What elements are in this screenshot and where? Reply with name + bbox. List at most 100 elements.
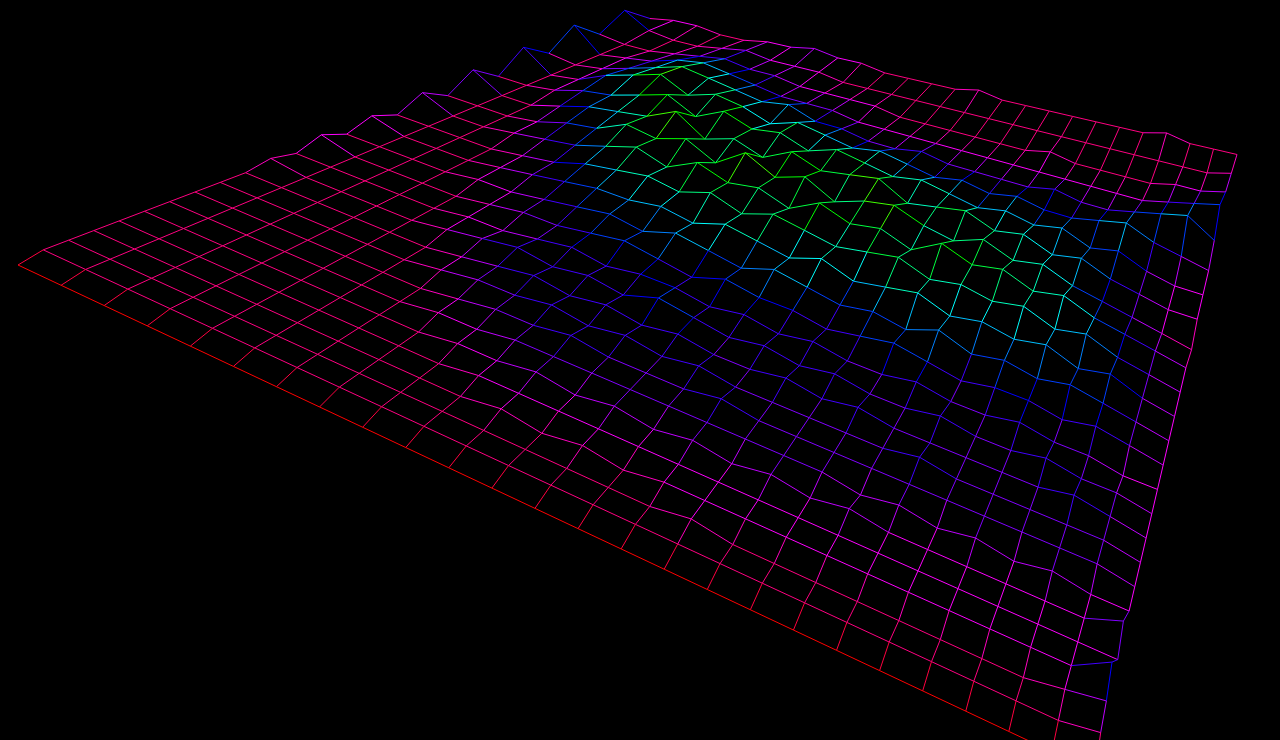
wire-segment: [502, 85, 526, 95]
wire-segment: [525, 433, 542, 449]
wire-segment: [633, 74, 660, 76]
wire-segment: [838, 535, 878, 553]
wire-segment: [1072, 202, 1082, 218]
wire-segment: [880, 149, 895, 151]
wire-segment: [799, 342, 813, 366]
wire-segment: [618, 112, 647, 117]
wire-segment: [1136, 422, 1169, 441]
wire-segment: [858, 394, 870, 407]
wire-segment: [429, 116, 453, 126]
wire-segment: [961, 381, 995, 388]
wire-segment: [834, 452, 872, 468]
wire-segment: [1081, 456, 1088, 479]
wire-segment: [1117, 193, 1143, 200]
wire-segment: [1060, 548, 1098, 564]
wire-segment: [633, 68, 655, 75]
wire-segment: [276, 323, 297, 336]
wire-segment: [484, 127, 515, 133]
wire-segment: [399, 332, 419, 346]
wire-segment: [1037, 111, 1049, 131]
wire-segment: [678, 318, 694, 334]
wire-segment: [956, 458, 966, 479]
wire-segment: [916, 362, 927, 382]
wire-segment: [714, 355, 750, 370]
wire-segment: [940, 416, 975, 436]
wire-segment: [1159, 133, 1167, 161]
wire-segment: [850, 88, 867, 99]
wire-segment: [1214, 205, 1220, 241]
wire-segment: [110, 259, 152, 278]
wire-segment: [208, 218, 246, 235]
wire-segment: [746, 50, 770, 60]
wire-segment: [1168, 185, 1175, 203]
wire-segment: [936, 144, 962, 151]
wire-segment: [976, 436, 1011, 450]
wire-segment: [905, 408, 940, 416]
wire-segment: [362, 285, 400, 302]
wire-segment: [1175, 256, 1181, 286]
wire-segment: [575, 128, 596, 145]
wire-segment: [447, 229, 482, 238]
wire-segment: [382, 407, 424, 427]
wire-segment: [119, 211, 144, 221]
wire-segment: [837, 650, 880, 670]
wire-segment: [989, 194, 1016, 197]
wire-segment: [707, 399, 721, 423]
wire-segment: [930, 443, 966, 458]
wire-segment: [725, 214, 742, 224]
wire-segment: [135, 249, 176, 267]
wire-segment: [509, 466, 551, 486]
wire-segment: [729, 74, 755, 85]
wire-segment: [987, 144, 1000, 158]
wire-segment: [771, 474, 810, 498]
wire-segment: [412, 220, 447, 229]
wire-segment: [128, 278, 152, 289]
wire-segment: [456, 180, 478, 197]
wire-segment: [675, 277, 692, 287]
wire-segment: [867, 252, 898, 257]
wire-segment: [618, 95, 639, 112]
wire-segment: [401, 378, 420, 392]
wire-segment: [422, 172, 445, 183]
wire-segment: [625, 10, 649, 30]
wire-segment: [597, 188, 629, 200]
wire-segment: [1023, 225, 1033, 234]
wire-segment: [320, 387, 340, 407]
wire-segment: [825, 93, 850, 100]
wire-segment: [380, 136, 404, 146]
wire-segment: [379, 360, 420, 378]
wire-segment: [678, 464, 718, 482]
wire-segment: [496, 309, 534, 325]
wire-segment: [697, 163, 728, 183]
wire-segment: [742, 213, 773, 214]
wire-segment: [380, 147, 413, 160]
wire-segment: [688, 94, 715, 96]
wire-segment: [658, 298, 693, 318]
wire-segment: [339, 373, 359, 387]
wire-segment: [771, 456, 784, 475]
wire-segment: [773, 208, 789, 214]
wire-segment: [285, 252, 323, 269]
wire-segment: [1081, 202, 1108, 210]
wire-segment: [1071, 642, 1077, 666]
wire-segment: [742, 188, 759, 214]
wire-segment: [448, 96, 478, 106]
wire-segment: [621, 524, 635, 549]
wire-segment: [1095, 733, 1101, 740]
wire-segment: [599, 10, 624, 34]
wire-segment: [1002, 100, 1025, 105]
wire-segment: [762, 96, 781, 101]
wire-segment: [1110, 251, 1118, 279]
wire-segment: [1101, 701, 1107, 733]
wire-segment: [491, 133, 514, 149]
wire-segment: [531, 105, 560, 107]
wire-segment: [998, 606, 1038, 624]
wire-segment: [882, 343, 894, 374]
wire-segment: [347, 134, 380, 147]
wire-segment: [1061, 116, 1072, 136]
wire-segment: [262, 252, 285, 263]
wire-segment: [955, 89, 978, 91]
wire-segment: [1073, 286, 1103, 302]
wire-segment: [850, 224, 881, 229]
wire-segment: [881, 229, 912, 250]
